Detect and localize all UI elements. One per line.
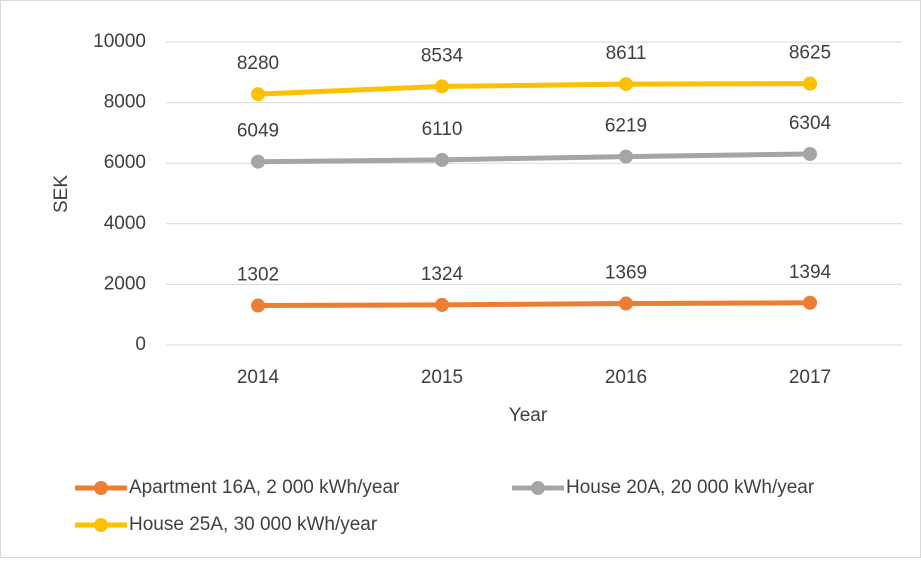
data-point: [251, 154, 265, 169]
data-point: [251, 298, 265, 313]
data-label: 1394: [789, 262, 832, 283]
legend-label: House 20A, 20 000 kWh/year: [566, 477, 815, 498]
data-point: [803, 76, 817, 91]
data-label: 1324: [421, 264, 464, 285]
data-point: [435, 79, 449, 94]
x-tick-label: 2017: [789, 367, 831, 388]
x-tick-label: 2016: [605, 367, 647, 388]
data-point: [435, 152, 449, 167]
legend-marker: [94, 518, 108, 532]
data-point: [619, 149, 633, 164]
y-tick-label: 10000: [93, 31, 146, 52]
data-point: [435, 297, 449, 312]
y-tick-label: 4000: [104, 213, 146, 234]
data-label: 8611: [606, 43, 647, 64]
data-label: 8280: [237, 53, 279, 74]
legend-marker: [531, 481, 545, 495]
data-label: 6304: [789, 113, 832, 134]
y-tick-label: 8000: [104, 92, 146, 113]
legend-label: House 25A, 30 000 kWh/year: [129, 514, 378, 535]
x-axis-title: Year: [509, 405, 548, 426]
legend-marker: [94, 481, 108, 495]
data-label: 8625: [789, 43, 831, 64]
y-tick-label: 2000: [104, 273, 146, 294]
data-label: 6110: [422, 119, 463, 140]
data-point: [619, 296, 633, 311]
y-tick-label: 0: [135, 334, 146, 355]
series-line: [257, 81, 811, 97]
series-line: [257, 151, 811, 165]
data-label: 8534: [421, 45, 464, 66]
legend-label: Apartment 16A, 2 000 kWh/year: [129, 477, 400, 498]
data-label: 6219: [605, 116, 647, 137]
data-point: [619, 77, 633, 92]
data-point: [803, 146, 817, 161]
data-point: [803, 295, 817, 310]
y-tick-label: 6000: [104, 152, 146, 173]
data-label: 6049: [237, 121, 279, 142]
x-tick-label: 2015: [421, 367, 463, 388]
x-tick-label: 2014: [237, 367, 280, 388]
data-label: 1302: [237, 265, 279, 286]
y-axis-title: SEK: [51, 175, 72, 213]
data-point: [251, 87, 265, 102]
data-label: 1369: [605, 263, 647, 284]
series-line: [257, 300, 811, 309]
